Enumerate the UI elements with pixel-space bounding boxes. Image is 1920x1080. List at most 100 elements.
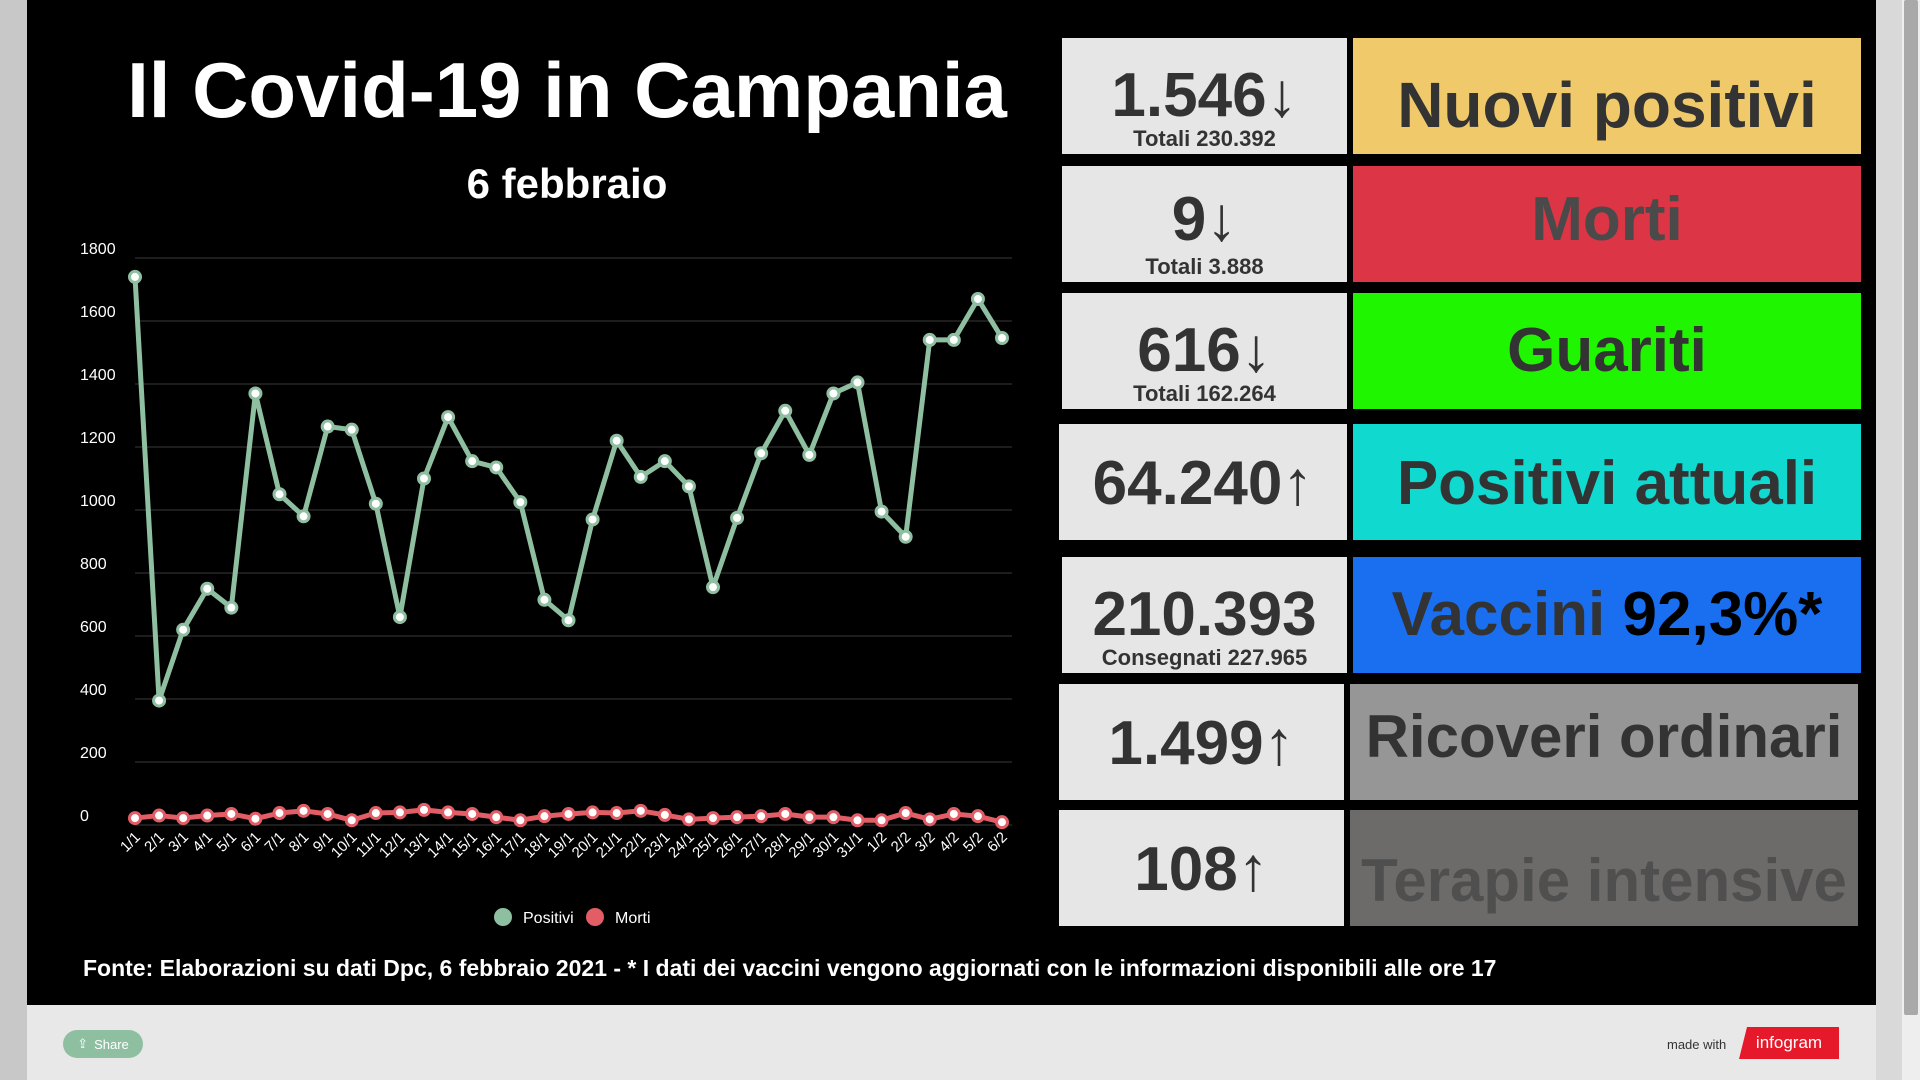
legend-label-positivi: Positivi	[523, 910, 574, 927]
stat-new-positives-label-box: Nuovi positivi	[1353, 38, 1861, 154]
x-tick-label: 3/1	[165, 829, 192, 856]
data-point-positivi	[368, 496, 383, 511]
legend-marker-positivi	[494, 908, 512, 926]
share-icon: ⇪	[77, 1036, 89, 1051]
data-point-positivi	[802, 447, 817, 462]
data-point-positivi	[706, 580, 720, 595]
data-point-positivi	[513, 495, 528, 510]
data-point-positivi	[970, 291, 985, 306]
stat-label: Ricoveri ordinari	[1365, 703, 1843, 770]
stat-label: Positivi attuali	[1396, 449, 1818, 518]
data-point-positivi	[176, 622, 191, 637]
data-point-positivi	[609, 433, 624, 448]
data-point-morti	[609, 806, 624, 821]
data-point-positivi	[946, 332, 961, 347]
stat-total: Totali 3.888	[1145, 254, 1264, 279]
data-point-morti	[778, 806, 793, 821]
data-point-positivi	[224, 600, 239, 615]
x-tick-label: 4/2	[936, 829, 963, 856]
stat-recovered-label-box: Guariti	[1353, 293, 1861, 409]
data-point-morti	[754, 809, 769, 824]
stat-deaths-label-box: Morti	[1353, 166, 1861, 282]
stat-active-label-box: Positivi attuali	[1353, 424, 1861, 540]
data-point-morti	[224, 806, 239, 821]
legend-label-morti: Morti	[615, 910, 651, 927]
data-point-positivi	[730, 510, 745, 525]
y-tick-label: 1400	[80, 367, 116, 384]
page-gutter	[0, 0, 27, 1080]
data-point-positivi	[778, 403, 793, 418]
stat-deaths-value-box: 9↓ Totali 3.888	[1062, 166, 1347, 282]
data-point-morti	[537, 809, 552, 824]
source-note: Fonte: Elaborazioni su dati Dpc, 6 febbr…	[83, 955, 1497, 981]
data-point-positivi	[128, 269, 142, 284]
data-point-morti	[681, 812, 696, 827]
data-point-positivi	[850, 375, 865, 390]
stat-ordinary-admissions-label-box: Ricoveri ordinari	[1350, 684, 1858, 800]
data-point-morti	[128, 811, 142, 826]
infogram-logo-text: infogram	[1755, 1033, 1823, 1052]
stat-total: Totali 162.264	[1133, 381, 1276, 406]
data-point-morti	[248, 811, 263, 826]
data-point-morti	[272, 806, 287, 821]
stat-new-positives-value-box: 1.546↓ Totali 230.392	[1062, 38, 1347, 154]
data-point-morti	[465, 806, 480, 821]
data-point-morti	[946, 806, 961, 821]
data-point-positivi	[320, 419, 335, 434]
stat-vaccines-value-box: 210.393 Consegnati 227.965	[1062, 557, 1347, 673]
data-point-morti	[585, 805, 600, 820]
data-point-morti	[657, 807, 672, 822]
data-point-morti	[200, 808, 215, 823]
stat-value: 616↓	[1137, 316, 1272, 385]
stat-total: Consegnati 227.965	[1101, 645, 1308, 670]
stat-ordinary-admissions-value-box: 1.499↑	[1059, 684, 1344, 800]
share-button[interactable]: ⇪ Share	[63, 1030, 143, 1058]
x-tick-label: 3/2	[912, 829, 939, 856]
infographic-card: Il Covid-19 in Campania 6 febbraio 0 200 4…	[27, 0, 1876, 1005]
data-point-positivi	[922, 332, 937, 347]
data-point-morti	[898, 806, 913, 821]
stat-intensive-care-value-box: 108↑	[1059, 810, 1344, 926]
data-point-morti	[417, 802, 431, 817]
stat-active-value-box: 64.240↑	[1059, 424, 1347, 540]
data-point-morti	[344, 813, 359, 828]
scrollbar-thumb[interactable]	[1904, 0, 1918, 1015]
data-point-positivi	[417, 471, 431, 486]
data-point-positivi	[392, 610, 407, 625]
infogram-logo-link[interactable]: infogram	[1739, 1027, 1839, 1059]
x-tick-label: 2/1	[141, 829, 168, 856]
data-point-morti	[320, 806, 335, 821]
x-tick-label: 6/1	[237, 829, 264, 856]
data-point-positivi	[248, 386, 263, 401]
data-point-positivi	[585, 512, 600, 527]
data-point-morti	[850, 813, 865, 828]
data-point-morti	[392, 805, 407, 820]
data-point-positivi	[296, 509, 311, 524]
stat-label: Morti	[1531, 185, 1683, 254]
data-point-morti	[874, 813, 889, 828]
x-tick-label: 5/1	[213, 829, 240, 856]
data-point-positivi	[489, 460, 504, 475]
data-point-morti	[706, 811, 720, 826]
data-point-morti	[970, 809, 985, 824]
data-point-positivi	[657, 454, 672, 469]
data-point-morti	[152, 808, 167, 823]
x-tick-label: 1/2	[864, 829, 891, 856]
x-tick-label: 1/1	[117, 829, 144, 856]
made-with-text: made with	[1667, 1037, 1727, 1052]
data-point-morti	[802, 810, 817, 825]
stat-label: Vaccini	[1391, 580, 1606, 649]
data-point-morti	[296, 803, 311, 818]
embed-footer-bar: ⇪ Share made with infogram	[27, 1005, 1876, 1080]
x-tick-label: 31/1	[834, 829, 867, 862]
stat-value: 1.499↑	[1108, 709, 1295, 778]
chart-title: Il Covid-19 in Campania	[127, 46, 1007, 134]
data-point-morti	[922, 812, 937, 827]
stat-label-wrap: Vaccini 92,3%*	[1353, 579, 1861, 650]
data-point-positivi	[344, 422, 359, 437]
data-point-positivi	[826, 386, 841, 401]
data-point-positivi	[152, 693, 167, 708]
data-point-morti	[513, 813, 528, 828]
y-tick-label: 400	[80, 682, 107, 699]
stat-label: Nuovi positivi	[1397, 69, 1817, 141]
